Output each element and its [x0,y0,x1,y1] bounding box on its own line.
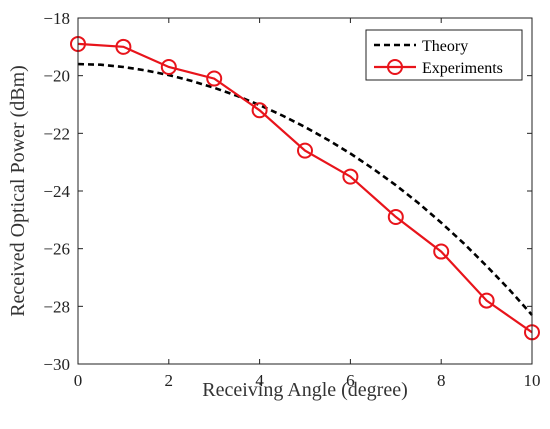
legend-box [365,29,523,81]
data-point-experiments [297,142,313,159]
x-tick-label: 8 [437,371,446,390]
series-line-experiments [77,42,533,334]
x-tick-label: 4 [255,371,264,390]
data-point-experiments [342,168,359,185]
legend-marker-experiments [387,59,403,75]
y-tick-label: −24 [43,182,70,201]
y-tick-label: −28 [43,297,70,316]
data-point-experiments [251,102,268,119]
legend-label-theory: Theory [422,38,468,55]
x-tick-label: 10 [524,371,541,390]
y-axis-label: Received Optical Power (dBm) [7,65,29,317]
y-tick-label: −22 [43,124,70,143]
series-line-theory [77,62,533,316]
data-point-experiments [387,208,404,225]
data-point-experiments [433,243,450,260]
y-tick-label: −26 [43,240,70,259]
y-tick-label: −20 [43,67,70,86]
data-point-experiments [206,70,223,87]
legend: Theory Experiments [365,29,523,81]
y-tick-label: −30 [43,355,70,374]
data-point-experiments [478,292,495,309]
y-tick-label: −18 [43,9,70,28]
data-point-experiments [115,38,132,55]
legend-label-experiments: Experiments [422,60,503,77]
data-point-experiments [160,59,177,76]
axis-ticks: 0 2 4 6 8 10 −18 −20 −22 −24 −26 −28 −30 [43,9,540,390]
x-axis-label: Receiving Angle (degree) [202,379,407,401]
x-tick-label: 6 [346,371,355,390]
x-tick-label: 0 [74,371,83,390]
x-tick-label: 2 [165,371,174,390]
